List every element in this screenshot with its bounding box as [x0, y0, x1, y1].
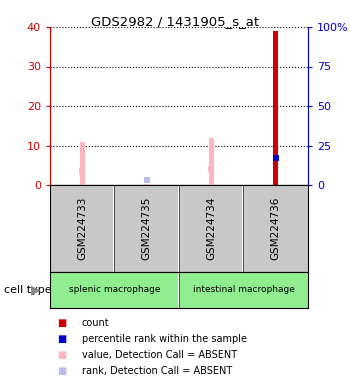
- Bar: [273, 31, 278, 185]
- Text: count: count: [82, 318, 109, 328]
- Text: ■: ■: [57, 350, 66, 360]
- Text: GSM224733: GSM224733: [77, 197, 87, 260]
- Bar: [179, 272, 308, 308]
- Text: percentile rank within the sample: percentile rank within the sample: [82, 334, 246, 344]
- Text: GSM224736: GSM224736: [271, 197, 281, 260]
- Bar: [144, 184, 149, 185]
- Text: ■: ■: [57, 318, 66, 328]
- Text: GSM224735: GSM224735: [142, 197, 152, 260]
- Text: rank, Detection Call = ABSENT: rank, Detection Call = ABSENT: [82, 366, 232, 376]
- Text: intestinal macrophage: intestinal macrophage: [193, 285, 294, 295]
- Text: ■: ■: [57, 334, 66, 344]
- Text: ■: ■: [57, 366, 66, 376]
- Text: GSM224734: GSM224734: [206, 197, 216, 260]
- Bar: [50, 272, 179, 308]
- Bar: [209, 137, 214, 185]
- Text: ▶: ▶: [31, 283, 41, 296]
- Text: splenic macrophage: splenic macrophage: [69, 285, 160, 295]
- Text: cell type: cell type: [4, 285, 51, 295]
- Bar: [80, 142, 85, 185]
- Text: value, Detection Call = ABSENT: value, Detection Call = ABSENT: [82, 350, 237, 360]
- Text: GDS2982 / 1431905_s_at: GDS2982 / 1431905_s_at: [91, 15, 259, 28]
